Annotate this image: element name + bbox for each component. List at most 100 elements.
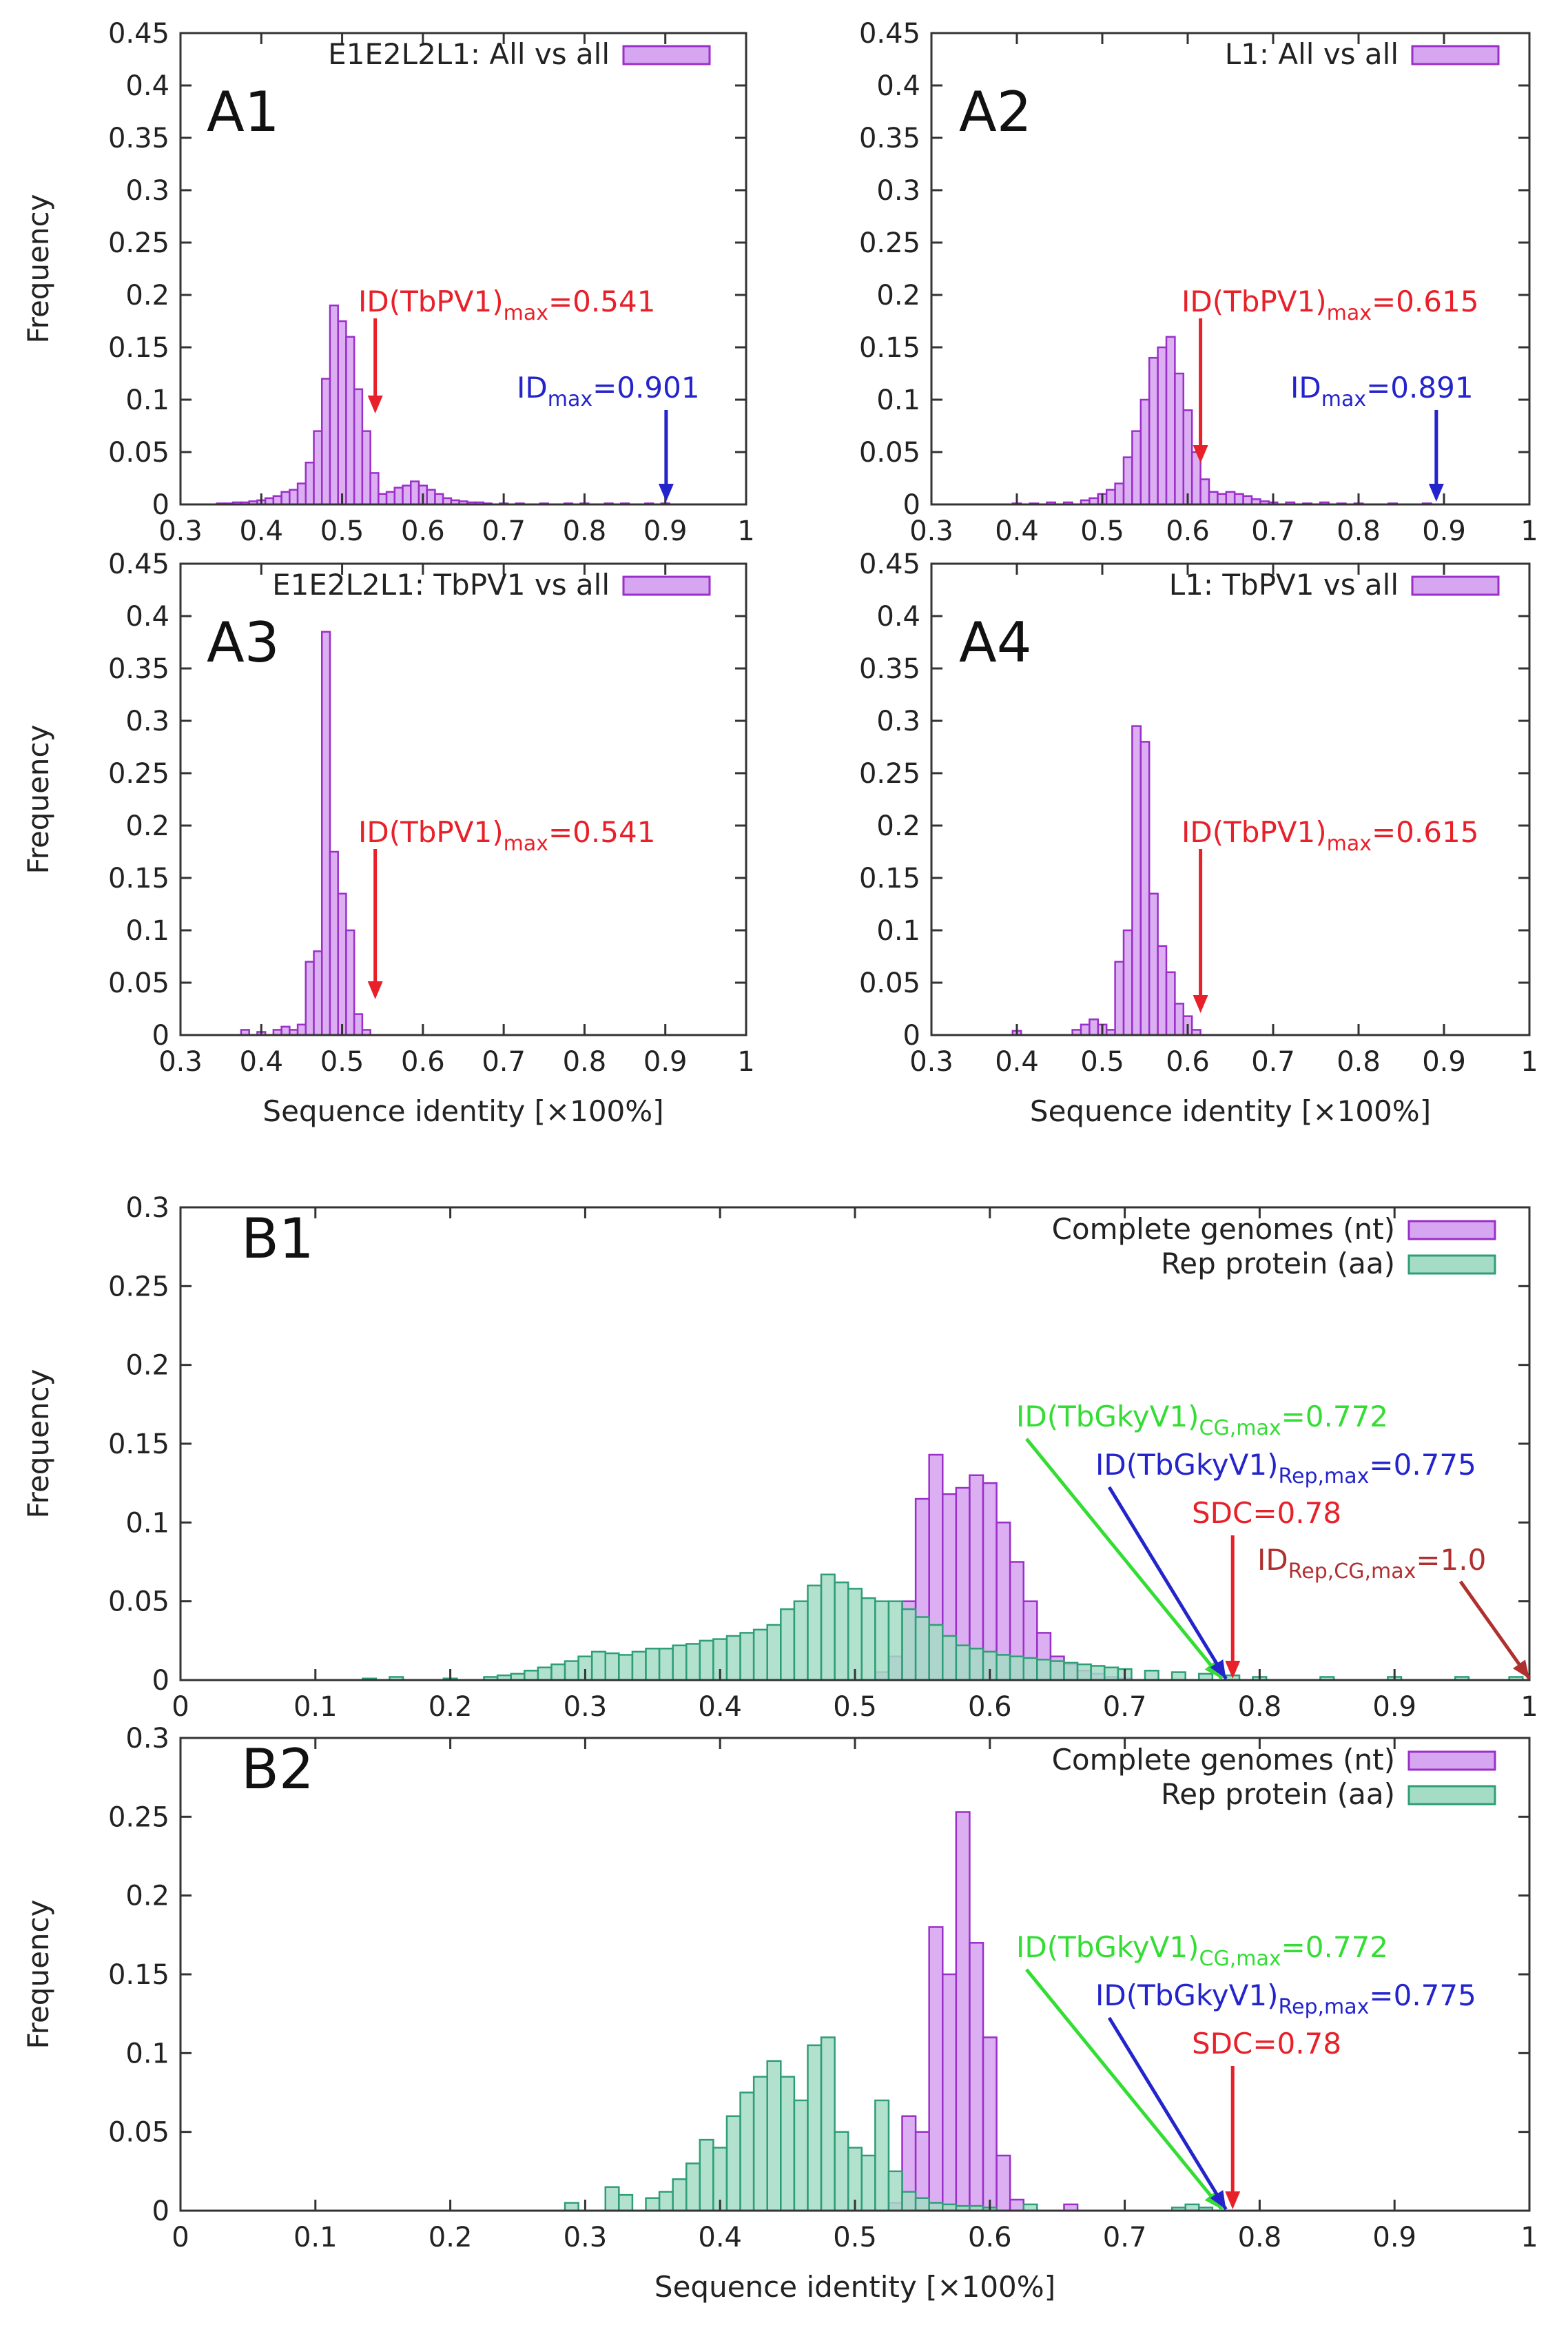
x-tick-label: 1 [1520, 2222, 1538, 2253]
bar [1174, 372, 1185, 506]
x-tick-label: 0.9 [1422, 515, 1466, 547]
bar [1174, 1003, 1185, 1036]
x-tick-label: 1 [737, 515, 754, 547]
panel-label: A2 [959, 80, 1032, 144]
bar [385, 491, 396, 506]
bar [955, 1811, 971, 2212]
annotation-label: SDC=0.78 [1192, 2027, 1341, 2060]
annotation-arrow-line [1107, 2016, 1228, 2211]
series-teal [362, 1573, 1524, 1681]
y-axis-label: Frequency [21, 194, 55, 344]
bar [901, 1608, 917, 1681]
x-axis-label: Sequence identity [×100%] [1030, 1094, 1431, 1128]
bar [1144, 1670, 1159, 1681]
panel-A3: 0 0.05 0.1 0.15 0.2 0.25 0.3 0.35 0.4 0.45 0.3 0.4 0… [21, 549, 755, 1128]
bar [618, 1654, 634, 1681]
y-tick-label: 0.15 [108, 863, 169, 894]
bar [1022, 1657, 1038, 1681]
bar [329, 850, 339, 1036]
annotation-arrow-head [367, 396, 383, 413]
y-axis-label: Frequency [21, 1900, 55, 2049]
series-teal [564, 2036, 1214, 2212]
bar [982, 1482, 998, 1681]
bar [807, 2044, 823, 2212]
x-tick-label: 1 [737, 1046, 754, 1078]
bar [564, 2202, 579, 2212]
annotation-arrow-head [658, 484, 674, 502]
bar [914, 2197, 930, 2212]
bar [887, 1600, 903, 1681]
annotation-label: ID(TbGkyV1)Rep,max=0.775 [1095, 1448, 1476, 1488]
annotation-arrow-line [1025, 1437, 1224, 1680]
y-tick-label: 0.25 [108, 1271, 169, 1302]
x-tick-label: 0.7 [1251, 1046, 1295, 1078]
bar [280, 1025, 291, 1036]
annotation: ID(TbPV1)max=0.615 [1182, 285, 1478, 463]
annotation: ID(TbGkyV1)Rep,max=0.775 [1095, 1448, 1476, 1680]
bar [752, 1628, 768, 1681]
bar [1182, 409, 1193, 506]
y-tick-label: 0.35 [108, 123, 169, 154]
y-tick-label: 0.45 [108, 18, 169, 50]
x-tick-label: 0.3 [158, 1046, 203, 1078]
annotation-arrow-head [367, 981, 383, 999]
x-tick-label: 0.4 [239, 515, 283, 547]
annotation-label: ID(TbPV1)max=0.541 [358, 815, 655, 856]
bar [1009, 1655, 1025, 1681]
bar [901, 2191, 917, 2212]
y-tick-label: 0.15 [108, 1959, 169, 1991]
bar [353, 1013, 364, 1036]
y-tick-label: 0.2 [876, 280, 920, 311]
bar [369, 472, 380, 506]
bar [928, 1624, 944, 1681]
x-tick-label: 1 [1520, 1691, 1538, 1723]
y-tick-label: 0.45 [859, 18, 920, 50]
bar [305, 961, 315, 1036]
bar [685, 2162, 701, 2212]
annotation-arrow-head [1210, 1659, 1226, 1679]
y-tick-label: 0.1 [876, 385, 920, 416]
panel-A1: 0 0.05 0.1 0.15 0.2 0.25 0.3 0.35 0.4 0.45 0.3 0.4 0… [21, 18, 755, 547]
legend-label: L1: All vs all [1225, 37, 1399, 71]
y-tick-label: 0 [152, 489, 169, 521]
plot-frame [179, 32, 747, 506]
x-tick-label: 0.4 [995, 515, 1039, 547]
x-tick-label: 0.9 [643, 1046, 688, 1078]
x-tick-label: 0.8 [563, 1046, 607, 1078]
bar [658, 2191, 674, 2212]
annotation-label: IDmax=0.891 [1290, 371, 1474, 411]
bar [1199, 478, 1210, 506]
bar [1122, 456, 1133, 506]
y-tick-label: 0.05 [108, 1586, 169, 1618]
annotation-arrow-head [1193, 445, 1208, 463]
y-tick-label: 0 [152, 1665, 169, 1697]
panel-label: B2 [241, 1737, 314, 1801]
y-tick-label: 0.05 [108, 437, 169, 469]
x-tick-label: 0.4 [698, 2222, 742, 2253]
bar [272, 495, 282, 506]
bar [1139, 741, 1151, 1036]
annotation-label: IDmax=0.901 [517, 371, 700, 411]
bar [658, 1648, 674, 1681]
bar [1122, 929, 1133, 1036]
bar [1148, 892, 1159, 1036]
bar [1165, 971, 1176, 1036]
bar [1114, 961, 1125, 1036]
annotation: ID(TbGkyV1)CG,max=0.772 [1016, 1400, 1388, 1680]
annotation: ID(TbPV1)max=0.541 [358, 815, 655, 999]
x-tick-label: 0.3 [909, 515, 953, 547]
bar [1009, 2198, 1025, 2212]
x-tick-label: 0.8 [1337, 515, 1381, 547]
annotation-label: ID(TbPV1)max=0.615 [1182, 285, 1478, 325]
y-tick-label: 0 [903, 1020, 920, 1052]
y-tick-label: 0.05 [859, 437, 920, 469]
y-tick-label: 0.2 [125, 280, 169, 311]
bar [1148, 356, 1159, 506]
bar [685, 1643, 701, 1681]
annotation-arrow-head [1225, 2191, 1241, 2209]
y-tick-label: 0.1 [876, 915, 920, 947]
plot-frame [930, 562, 1531, 1036]
x-tick-label: 1 [1520, 1046, 1538, 1078]
legend-swatch [1407, 1750, 1496, 1771]
bar [1208, 491, 1219, 506]
